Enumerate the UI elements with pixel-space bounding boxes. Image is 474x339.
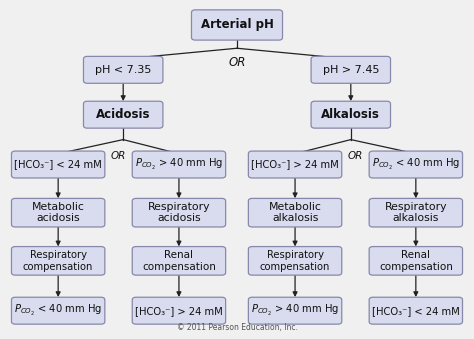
Text: $P_{CO_2}$ > 40 mm Hg: $P_{CO_2}$ > 40 mm Hg bbox=[251, 303, 339, 318]
FancyBboxPatch shape bbox=[83, 101, 163, 128]
Text: Respiratory
alkalosis: Respiratory alkalosis bbox=[384, 202, 447, 223]
FancyBboxPatch shape bbox=[83, 56, 163, 83]
FancyBboxPatch shape bbox=[369, 297, 463, 324]
FancyBboxPatch shape bbox=[248, 198, 342, 227]
Text: Acidosis: Acidosis bbox=[96, 108, 150, 121]
Text: pH > 7.45: pH > 7.45 bbox=[323, 65, 379, 75]
Text: $P_{CO_2}$ < 40 mm Hg: $P_{CO_2}$ < 40 mm Hg bbox=[14, 303, 102, 318]
FancyBboxPatch shape bbox=[132, 198, 226, 227]
FancyBboxPatch shape bbox=[369, 151, 463, 178]
FancyBboxPatch shape bbox=[369, 198, 463, 227]
Text: Renal
compensation: Renal compensation bbox=[142, 250, 216, 272]
Text: $P_{CO_2}$ > 40 mm Hg: $P_{CO_2}$ > 40 mm Hg bbox=[135, 157, 223, 172]
FancyBboxPatch shape bbox=[11, 198, 105, 227]
FancyBboxPatch shape bbox=[132, 246, 226, 275]
FancyBboxPatch shape bbox=[248, 297, 342, 324]
FancyBboxPatch shape bbox=[311, 56, 391, 83]
Text: Arterial pH: Arterial pH bbox=[201, 19, 273, 32]
Text: Renal
compensation: Renal compensation bbox=[379, 250, 453, 272]
Text: OR: OR bbox=[111, 151, 126, 161]
FancyBboxPatch shape bbox=[11, 151, 105, 178]
Text: [HCO₃⁻] < 24 mM: [HCO₃⁻] < 24 mM bbox=[372, 306, 460, 316]
Text: [HCO₃⁻] > 24 mM: [HCO₃⁻] > 24 mM bbox=[251, 160, 339, 170]
Text: Respiratory
acidosis: Respiratory acidosis bbox=[148, 202, 210, 223]
Text: Metabolic
alkalosis: Metabolic alkalosis bbox=[269, 202, 321, 223]
Text: [HCO₃⁻] < 24 mM: [HCO₃⁻] < 24 mM bbox=[14, 160, 102, 170]
FancyBboxPatch shape bbox=[132, 297, 226, 324]
Text: OR: OR bbox=[228, 56, 246, 69]
Text: OR: OR bbox=[348, 151, 363, 161]
FancyBboxPatch shape bbox=[11, 297, 105, 324]
Text: Alkalosis: Alkalosis bbox=[321, 108, 380, 121]
FancyBboxPatch shape bbox=[11, 246, 105, 275]
Text: Metabolic
acidosis: Metabolic acidosis bbox=[32, 202, 84, 223]
FancyBboxPatch shape bbox=[369, 246, 463, 275]
FancyBboxPatch shape bbox=[248, 151, 342, 178]
Text: Respiratory
compensation: Respiratory compensation bbox=[23, 250, 93, 272]
Text: Respiratory
compensation: Respiratory compensation bbox=[260, 250, 330, 272]
Text: [HCO₃⁻] > 24 mM: [HCO₃⁻] > 24 mM bbox=[135, 306, 223, 316]
Text: pH < 7.35: pH < 7.35 bbox=[95, 65, 151, 75]
FancyBboxPatch shape bbox=[132, 151, 226, 178]
Text: $P_{CO_2}$ < 40 mm Hg: $P_{CO_2}$ < 40 mm Hg bbox=[372, 157, 460, 172]
FancyBboxPatch shape bbox=[191, 10, 283, 40]
FancyBboxPatch shape bbox=[311, 101, 391, 128]
FancyBboxPatch shape bbox=[248, 246, 342, 275]
Text: © 2011 Pearson Education, Inc.: © 2011 Pearson Education, Inc. bbox=[176, 323, 298, 332]
